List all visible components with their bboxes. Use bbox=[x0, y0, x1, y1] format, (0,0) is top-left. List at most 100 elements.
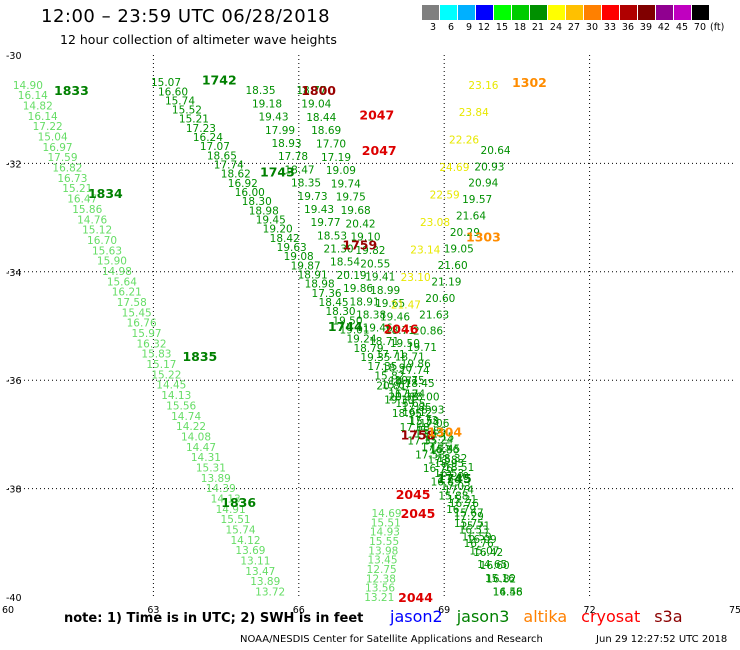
time-annotation: 1835 bbox=[182, 349, 217, 364]
legend-swatch bbox=[602, 5, 620, 20]
legend-swatch bbox=[620, 5, 638, 20]
data-label: 13.11 bbox=[240, 556, 270, 568]
data-label: 14.39 bbox=[206, 483, 236, 495]
legend-unit: (ft) bbox=[710, 22, 725, 33]
data-label: 19.87 bbox=[291, 260, 321, 272]
data-label: 21.63 bbox=[419, 309, 449, 321]
data-label: 18.71 bbox=[389, 375, 419, 387]
chart-subtitle: 12 hour collection of altimeter wave hei… bbox=[60, 32, 337, 47]
data-label: 23.10 bbox=[401, 272, 431, 284]
time-annotation: 1800 bbox=[301, 83, 336, 98]
x-tick-label: 60 bbox=[2, 605, 14, 616]
data-label: 17.58 bbox=[117, 297, 147, 309]
legend-swatch bbox=[566, 5, 584, 20]
data-label: 15.83 bbox=[141, 349, 171, 361]
data-label: 19.86 bbox=[343, 283, 373, 295]
data-label: 17.07 bbox=[200, 141, 230, 153]
data-label: 19.77 bbox=[311, 217, 341, 229]
data-label: 18.99 bbox=[370, 285, 400, 297]
legend-swatch bbox=[530, 5, 548, 20]
data-label: 13.89 bbox=[201, 473, 231, 485]
time-annotation: 2046 bbox=[384, 322, 419, 337]
time-annotation: 1745 bbox=[437, 471, 472, 486]
legend-swatch bbox=[584, 5, 602, 20]
data-label: 18.91 bbox=[298, 270, 328, 282]
data-label: 21.64 bbox=[456, 211, 486, 223]
data-label: 15.12 bbox=[82, 225, 112, 237]
data-label: 18.54 bbox=[330, 257, 360, 269]
satellite-s3a: s3a bbox=[654, 607, 683, 626]
data-label: 14.82 bbox=[23, 100, 53, 112]
data-label: 16.86 bbox=[429, 445, 459, 457]
data-label: 24.69 bbox=[439, 162, 469, 174]
data-label: 18.77 bbox=[296, 85, 326, 97]
data-label: 15.71 bbox=[460, 521, 490, 533]
y-tick-label: -34 bbox=[6, 268, 22, 279]
data-label: 15.45 bbox=[122, 307, 152, 319]
data-label: 13.98 bbox=[368, 545, 398, 557]
data-label: 19.43 bbox=[304, 204, 334, 216]
data-label: 17.78 bbox=[278, 151, 308, 163]
data-label: 14.56 bbox=[493, 587, 523, 599]
data-label: 18.00 bbox=[409, 391, 439, 403]
legend-swatch bbox=[512, 5, 530, 20]
data-label: 15.82 bbox=[374, 370, 404, 382]
data-label: 16.73 bbox=[57, 173, 87, 185]
legend-swatch bbox=[476, 5, 494, 20]
data-label: 15.07 bbox=[151, 77, 181, 89]
x-tick-label: 66 bbox=[293, 605, 305, 616]
data-label: 18.32 bbox=[437, 453, 467, 465]
legend-label: 24 bbox=[549, 22, 562, 33]
legend-label: 42 bbox=[657, 22, 670, 33]
data-label: 12.75 bbox=[367, 564, 397, 576]
data-label: 18.71 bbox=[385, 325, 415, 337]
data-label: 15.67 bbox=[381, 379, 411, 391]
data-label: 18.45 bbox=[319, 297, 349, 309]
legend-label: 3 bbox=[429, 22, 436, 33]
time-annotation: 1834 bbox=[88, 186, 123, 201]
data-label: 18.45 bbox=[405, 378, 435, 390]
data-label: 19.05 bbox=[444, 243, 474, 255]
data-label: 22.26 bbox=[449, 135, 479, 147]
legend-label: 6 bbox=[447, 22, 454, 33]
data-label: 18.93 bbox=[414, 405, 444, 417]
data-label: 16.60 bbox=[480, 560, 510, 572]
legend-label: 21 bbox=[531, 22, 544, 33]
data-label: 14.12 bbox=[230, 535, 260, 547]
legend-label: 27 bbox=[567, 22, 580, 33]
data-label: 18.95 bbox=[434, 458, 464, 470]
data-label: 17.74 bbox=[400, 365, 430, 377]
data-label: 19.50 bbox=[390, 338, 420, 350]
data-label: 16.48 bbox=[493, 587, 523, 599]
data-label: 18.38 bbox=[356, 310, 386, 322]
legend-swatch bbox=[674, 5, 692, 20]
data-label: 16.00 bbox=[235, 187, 265, 199]
data-label: 19.43 bbox=[258, 112, 288, 124]
x-tick-label: 63 bbox=[147, 605, 159, 616]
data-label: 16.92 bbox=[228, 178, 258, 190]
data-label: 15.56 bbox=[166, 400, 196, 412]
y-tick-label: -38 bbox=[6, 485, 22, 496]
data-label: 19.10 bbox=[350, 232, 380, 244]
data-label: 20.19 bbox=[337, 270, 367, 282]
data-label: 16.82 bbox=[486, 573, 516, 585]
data-label: 20.81 bbox=[376, 381, 406, 393]
data-label: 19.04 bbox=[301, 99, 331, 111]
footer: NOAA/NESDIS Center for Satellite Applica… bbox=[240, 634, 727, 645]
y-tick-label: -36 bbox=[6, 376, 22, 387]
y-tick-label: -32 bbox=[6, 159, 22, 170]
data-label: 15.52 bbox=[172, 105, 202, 117]
data-label: 15.16 bbox=[485, 573, 515, 585]
data-label: 13.89 bbox=[250, 576, 280, 588]
data-label: 16.53 bbox=[459, 524, 489, 536]
data-label: 17.35 bbox=[407, 436, 437, 448]
legend-label: 18 bbox=[513, 22, 526, 33]
time-annotation: 2045 bbox=[401, 506, 436, 521]
legend-swatch bbox=[422, 5, 440, 20]
time-annotation: 1758 bbox=[401, 427, 436, 442]
data-label: 17.23 bbox=[186, 123, 216, 135]
data-label: 15.24 bbox=[423, 434, 453, 446]
data-label: 19.75 bbox=[395, 375, 425, 387]
data-label: 14.13 bbox=[161, 390, 191, 402]
time-annotation: 1759 bbox=[342, 238, 377, 253]
